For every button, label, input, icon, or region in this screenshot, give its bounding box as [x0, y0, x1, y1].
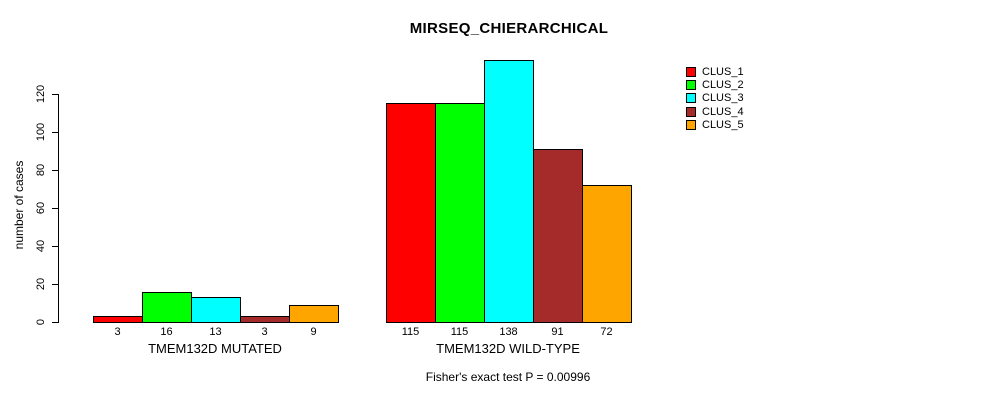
legend-label: CLUS_3 [702, 92, 744, 104]
bar-value-label: 115 [450, 326, 469, 338]
bar-value-label: 9 [310, 326, 317, 338]
bar-clus_2-mutated [142, 292, 192, 323]
bar-clus_4-wildtype [533, 149, 583, 323]
bar-clus_3-mutated [191, 297, 241, 323]
legend-swatch [686, 107, 696, 117]
bar-value-label: 3 [114, 326, 121, 338]
legend-label: CLUS_4 [702, 106, 744, 118]
legend-swatch [686, 120, 696, 130]
y-tick [52, 132, 58, 133]
bar-value-label: 16 [160, 326, 173, 338]
legend-swatch [686, 67, 696, 77]
legend-label: CLUS_2 [702, 79, 744, 91]
bar-clus_4-mutated [240, 316, 290, 323]
chart-title: MIRSEQ_CHIERARCHICAL [409, 20, 609, 37]
y-tick [52, 322, 58, 323]
x-group-label-mutated: TMEM132D MUTATED [148, 341, 282, 356]
y-tick [52, 170, 58, 171]
legend-swatch [686, 80, 696, 90]
bar-value-label: 91 [551, 326, 564, 338]
x-group-label-wildtype: TMEM132D WILD-TYPE [436, 341, 580, 356]
bar-value-label: 115 [401, 326, 420, 338]
y-tick [52, 246, 58, 247]
y-tick [52, 94, 58, 95]
bar-clus_5-mutated [289, 305, 339, 323]
bar-clus_3-wildtype [484, 60, 534, 323]
y-tick-label: 40 [35, 239, 47, 253]
y-tick-label: 120 [35, 84, 47, 104]
bar-value-label: 72 [600, 326, 613, 338]
bar-value-label: 3 [261, 326, 268, 338]
bar-clus_2-wildtype [435, 103, 485, 323]
bar-value-label: 13 [209, 326, 222, 338]
bar-clus_1-mutated [93, 316, 143, 323]
y-tick-label: 0 [35, 318, 47, 326]
y-axis-line [58, 94, 59, 323]
legend-label: CLUS_5 [702, 119, 744, 131]
legend-label: CLUS_1 [702, 66, 744, 78]
y-tick [52, 208, 58, 209]
y-tick-label: 100 [35, 122, 47, 142]
bar-value-label: 138 [499, 326, 518, 338]
bar-clus_5-wildtype [582, 185, 632, 323]
legend-swatch [686, 93, 696, 103]
y-tick-label: 60 [35, 201, 47, 215]
y-axis-label: number of cases [12, 160, 26, 250]
y-tick [52, 284, 58, 285]
fisher-test-annotation: Fisher's exact test P = 0.00996 [425, 370, 591, 384]
y-tick-label: 80 [35, 163, 47, 177]
y-tick-label: 20 [35, 277, 47, 291]
bar-clus_1-wildtype [386, 103, 436, 323]
